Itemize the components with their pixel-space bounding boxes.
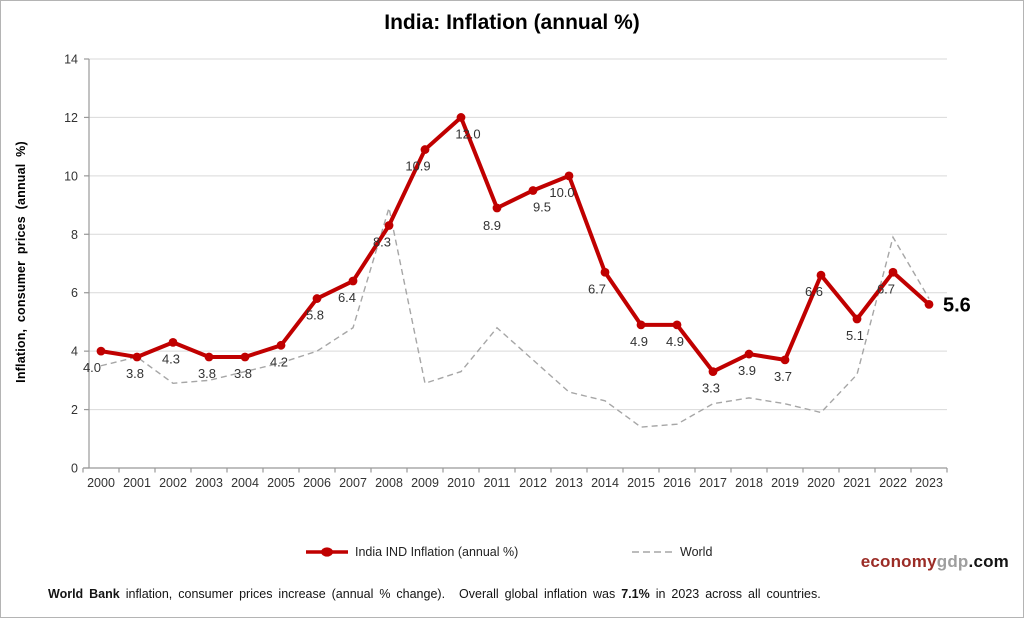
svg-text:4.9: 4.9 <box>630 334 648 349</box>
svg-text:2013: 2013 <box>555 476 583 490</box>
svg-text:10: 10 <box>64 169 78 183</box>
svg-text:2011: 2011 <box>484 476 511 490</box>
svg-text:2018: 2018 <box>735 476 763 490</box>
footer-text-1: inflation, consumer prices increase (ann… <box>125 587 446 601</box>
svg-text:2003: 2003 <box>195 476 223 490</box>
svg-text:2012: 2012 <box>519 476 547 490</box>
india-series-line <box>99 115 931 374</box>
svg-text:2015: 2015 <box>627 476 655 490</box>
svg-text:4.9: 4.9 <box>666 334 684 349</box>
svg-text:3.8: 3.8 <box>234 366 252 381</box>
legend-item-world: World <box>631 545 712 559</box>
india-series-markers <box>96 113 934 376</box>
legend-item-india: India IND Inflation (annual %) <box>304 545 518 559</box>
svg-text:0: 0 <box>71 462 78 476</box>
svg-text:5.1: 5.1 <box>846 328 864 343</box>
india-line-swatch-icon <box>306 547 348 557</box>
svg-text:2022: 2022 <box>879 476 907 490</box>
svg-text:12.0: 12.0 <box>455 126 480 141</box>
world-line-swatch-icon <box>632 551 674 553</box>
chart-title: India: Inflation (annual %) <box>384 11 640 34</box>
svg-text:3.8: 3.8 <box>198 366 216 381</box>
legend-label-world: World <box>680 545 713 559</box>
svg-text:6.7: 6.7 <box>588 281 606 296</box>
svg-text:8.9: 8.9 <box>483 218 501 233</box>
svg-text:2010: 2010 <box>447 476 475 490</box>
india-data-labels: 4.0 3.8 4.3 3.8 3.8 4.2 5.8 6.4 8.3 10.9 12.0 8.9 9.… <box>83 126 971 395</box>
svg-text:2005: 2005 <box>267 476 295 490</box>
svg-text:4.2: 4.2 <box>270 354 288 369</box>
logo-part-com: .com <box>968 552 1009 571</box>
svg-text:2007: 2007 <box>339 476 367 490</box>
axes <box>82 58 948 473</box>
gridlines <box>86 58 947 411</box>
world-series-line <box>100 207 930 428</box>
svg-text:2023: 2023 <box>915 476 943 490</box>
svg-text:4.0: 4.0 <box>83 360 101 375</box>
economygdp-logo: economygdp.com <box>861 552 1009 572</box>
footer-bold-world-bank: World Bank <box>48 587 120 601</box>
svg-text:2: 2 <box>71 403 78 417</box>
svg-text:8.3: 8.3 <box>373 235 391 250</box>
svg-text:4: 4 <box>71 345 78 359</box>
svg-text:2004: 2004 <box>231 476 259 490</box>
svg-text:3.9: 3.9 <box>738 363 756 378</box>
x-axis-tick-labels: 2000 2001 2002 2003 2004 2005 2006 2007 2008 2009… <box>87 476 943 490</box>
svg-text:6.4: 6.4 <box>338 290 356 305</box>
svg-text:2014: 2014 <box>591 476 619 490</box>
svg-text:10.9: 10.9 <box>405 159 430 174</box>
svg-text:9.5: 9.5 <box>533 199 551 214</box>
footer-bold-value: 7.1% <box>621 587 650 601</box>
final-value-label: 5.6 <box>943 294 971 316</box>
svg-text:8: 8 <box>71 228 78 242</box>
logo-part-gdp: gdp <box>936 552 969 571</box>
svg-text:2020: 2020 <box>807 476 835 490</box>
svg-text:10.0: 10.0 <box>549 185 574 200</box>
svg-text:2019: 2019 <box>771 476 799 490</box>
svg-text:6.6: 6.6 <box>805 284 823 299</box>
svg-text:3.7: 3.7 <box>774 369 792 384</box>
svg-text:14: 14 <box>64 53 78 67</box>
svg-text:5.8: 5.8 <box>306 308 324 323</box>
svg-text:2002: 2002 <box>159 476 187 490</box>
svg-text:2000: 2000 <box>87 476 115 490</box>
chart-legend: India IND Inflation (annual %) World <box>1 545 1023 567</box>
svg-text:2008: 2008 <box>375 476 403 490</box>
logo-part-economy: economy <box>860 552 937 571</box>
svg-text:3.8: 3.8 <box>126 366 144 381</box>
y-axis-tick-labels: 0 2 4 6 8 10 12 14 <box>64 53 78 476</box>
svg-text:12: 12 <box>64 111 78 125</box>
svg-text:2017: 2017 <box>699 476 727 490</box>
svg-text:4.3: 4.3 <box>162 351 180 366</box>
footer-text-3: in 2023 across all countries. <box>655 587 821 601</box>
svg-text:2006: 2006 <box>303 476 331 490</box>
svg-text:6.7: 6.7 <box>877 281 895 296</box>
svg-text:3.3: 3.3 <box>702 381 720 396</box>
svg-text:2021: 2021 <box>843 476 871 490</box>
footer-text-2: Overall global inflation was <box>459 587 616 601</box>
svg-text:6: 6 <box>71 286 78 300</box>
svg-text:2016: 2016 <box>663 476 691 490</box>
svg-text:2001: 2001 <box>123 476 151 490</box>
source-note: World Bank inflation, consumer prices in… <box>48 587 1003 601</box>
legend-label-india: India IND Inflation (annual %) <box>355 545 519 559</box>
svg-text:2009: 2009 <box>411 476 439 490</box>
